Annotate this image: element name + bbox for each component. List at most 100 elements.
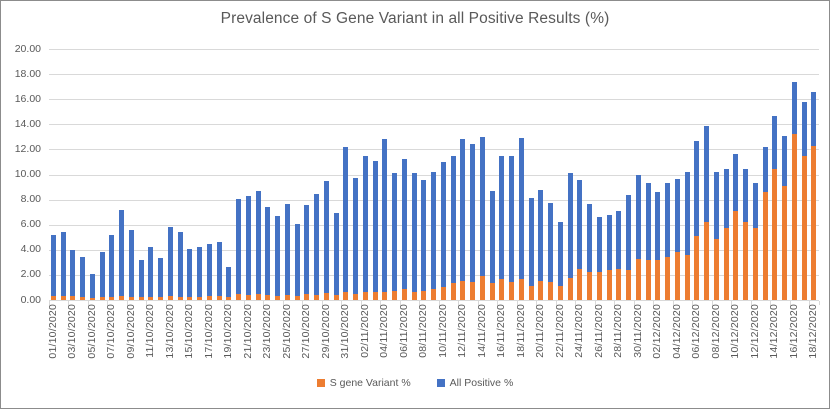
bar-segment-all-positive <box>723 168 729 228</box>
bar-segment-s-gene-variant <box>587 271 593 300</box>
bar-segment-all-positive <box>557 222 563 287</box>
bar-segment-all-positive <box>538 189 544 281</box>
chart-title: Prevalence of S Gene Variant in all Posi… <box>220 10 610 27</box>
bar-segment-all-positive <box>479 136 485 277</box>
bar-segment-all-positive <box>577 179 583 270</box>
bar-segment-all-positive <box>343 146 349 293</box>
axis-tick <box>477 301 479 305</box>
gridline <box>48 124 819 126</box>
bar-segment-all-positive <box>645 182 651 261</box>
bar-segment-s-gene-variant <box>99 296 105 300</box>
bar-segment-all-positive <box>743 168 749 222</box>
bar-segment-s-gene-variant <box>674 251 680 300</box>
x-axis-label: 15/10/2020 <box>183 304 196 359</box>
bar-segment-s-gene-variant <box>743 221 749 300</box>
axis-tick <box>672 301 674 305</box>
bar-segment-all-positive <box>635 174 641 260</box>
x-axis-label: 23/10/2020 <box>261 304 274 359</box>
bar-segment-all-positive <box>528 198 534 287</box>
bar-segment-all-positive <box>470 144 476 282</box>
x-axis-label: 24/11/2020 <box>573 304 586 358</box>
axis-tick <box>107 301 108 305</box>
bar-segment-all-positive <box>314 193 320 295</box>
bar-segment-all-positive <box>499 155 505 280</box>
axis-tick <box>458 301 459 305</box>
axis-tick <box>321 301 323 305</box>
y-axis-label: 4.00 <box>20 243 41 256</box>
bar-segment-s-gene-variant <box>772 168 778 300</box>
bar-segment-all-positive <box>236 198 242 295</box>
bar-segment-all-positive <box>431 171 437 290</box>
y-axis-label: 2.00 <box>20 268 41 281</box>
x-axis-label: 19/10/2020 <box>222 304 235 359</box>
bar-segment-all-positive <box>626 194 632 270</box>
bar-segment-s-gene-variant <box>187 296 193 300</box>
axis-tick <box>770 301 771 305</box>
axis-tick <box>146 301 147 305</box>
bar-segment-all-positive <box>782 135 788 186</box>
bar-segment-s-gene-variant <box>109 296 115 300</box>
legend-label-s-gene-variant: S gene Variant % <box>329 377 411 389</box>
bar-segment-s-gene-variant <box>626 269 632 300</box>
axis-tick <box>185 301 186 305</box>
bar-segment-s-gene-variant <box>801 155 807 300</box>
bar-segment-s-gene-variant <box>567 278 573 300</box>
bar-segment-s-gene-variant <box>713 239 719 300</box>
axis-tick <box>68 301 69 305</box>
bar-segment-all-positive <box>450 155 456 284</box>
bar-segment-s-gene-variant <box>236 294 242 300</box>
bar-segment-all-positive <box>655 192 661 260</box>
x-axis-label: 01/10/2020 <box>46 304 59 359</box>
bar-segment-all-positive <box>148 246 154 297</box>
x-axis-label: 09/10/2020 <box>124 304 137 359</box>
x-axis-label: 08/11/2020 <box>417 304 430 358</box>
bar-segment-all-positive <box>411 173 417 292</box>
axis-tick <box>692 301 693 305</box>
bar-segment-s-gene-variant <box>167 296 173 300</box>
bar-segment-s-gene-variant <box>265 294 271 300</box>
x-axis-label: 29/10/2020 <box>319 304 332 359</box>
bar-segment-s-gene-variant <box>382 291 388 300</box>
bar-segment-all-positive <box>596 216 602 273</box>
bar-segment-s-gene-variant <box>294 296 300 300</box>
axis-tick <box>282 301 284 305</box>
bar-segment-s-gene-variant <box>372 292 378 300</box>
bar-segment-s-gene-variant <box>70 296 76 300</box>
axis-tick <box>789 301 791 305</box>
x-axis-label: 16/12/2020 <box>787 304 800 359</box>
axis-tick <box>575 301 576 305</box>
bar-segment-s-gene-variant <box>635 259 641 300</box>
x-axis-label: 28/11/2020 <box>612 304 625 358</box>
bar-segment-s-gene-variant <box>226 297 232 300</box>
bar-segment-all-positive <box>567 172 573 279</box>
bar-segment-s-gene-variant <box>733 210 739 300</box>
bar-segment-s-gene-variant <box>791 133 797 300</box>
x-axis-label: 22/11/2020 <box>553 304 566 358</box>
bar-segment-all-positive <box>421 179 427 291</box>
axis-tick <box>48 301 50 305</box>
bar-segment-s-gene-variant <box>333 294 339 300</box>
bar-segment-all-positive <box>226 267 232 298</box>
bar-segment-s-gene-variant <box>128 296 134 300</box>
axis-tick <box>243 301 245 305</box>
x-axis-label: 06/11/2020 <box>397 304 410 358</box>
bar-segment-all-positive <box>752 183 758 228</box>
bar-segment-s-gene-variant <box>450 283 456 300</box>
axis-tick <box>653 301 654 305</box>
bar-segment-s-gene-variant <box>811 145 817 300</box>
bar-segment-all-positive <box>255 191 261 295</box>
bar-segment-s-gene-variant <box>440 287 446 300</box>
bar-segment-all-positive <box>294 224 300 297</box>
bar-segment-all-positive <box>772 116 778 169</box>
axis-tick <box>555 301 557 305</box>
x-axis-label: 14/11/2020 <box>475 304 488 358</box>
bar-segment-s-gene-variant <box>60 296 66 300</box>
axis-tick <box>516 301 518 305</box>
bar-segment-s-gene-variant <box>538 280 544 300</box>
axis-tick <box>87 301 89 305</box>
bar-segment-s-gene-variant <box>665 256 671 300</box>
axis-tick <box>614 301 615 305</box>
x-axis-label: 26/11/2020 <box>592 304 605 358</box>
x-axis-label: 10/11/2020 <box>436 304 449 358</box>
gridline <box>48 149 819 151</box>
